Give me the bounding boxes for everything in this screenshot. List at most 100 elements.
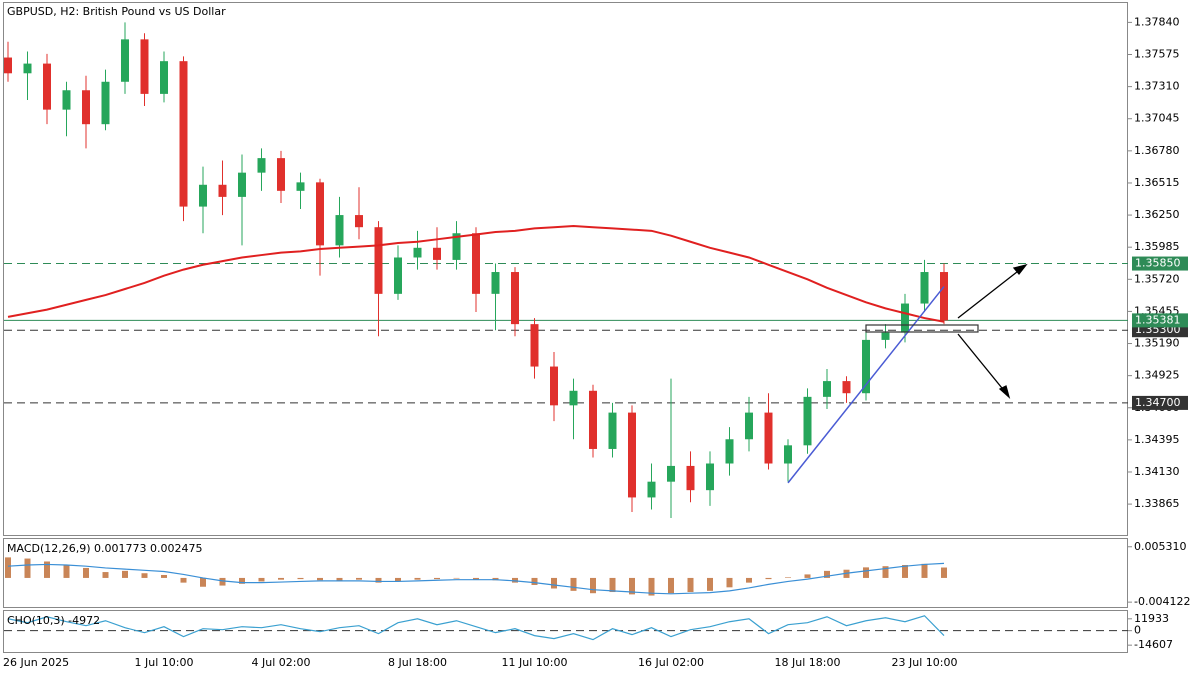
candle-body bbox=[842, 381, 851, 394]
candle-body bbox=[511, 272, 519, 325]
level-label: 1.35850 bbox=[1135, 257, 1181, 270]
macd-bar bbox=[122, 570, 128, 578]
candle-body bbox=[179, 61, 188, 207]
macd-bar bbox=[765, 577, 772, 580]
y-tick-label: 1.37045 bbox=[1134, 112, 1180, 125]
candle-body bbox=[901, 303, 909, 333]
cho-line bbox=[7, 615, 945, 641]
candle-body bbox=[62, 90, 71, 110]
candle-body bbox=[881, 332, 890, 340]
macd-bar bbox=[239, 577, 245, 584]
macd-bar bbox=[590, 577, 596, 594]
macd-bar bbox=[746, 577, 752, 583]
macd-signal bbox=[7, 562, 945, 595]
macd-bar bbox=[902, 565, 908, 578]
y-tick-label: 1.35985 bbox=[1134, 240, 1180, 253]
candle-body bbox=[491, 272, 500, 294]
macd-bar bbox=[863, 567, 869, 578]
x-tick-label: 23 Jul 10:00 bbox=[892, 656, 958, 669]
level-label-box bbox=[1132, 395, 1188, 410]
macd-bar bbox=[921, 563, 928, 578]
candle-body bbox=[920, 272, 929, 304]
x-tick-label: 1 Jul 10:00 bbox=[135, 656, 194, 669]
macd-bar bbox=[707, 577, 713, 591]
macd-bar bbox=[414, 577, 421, 580]
candle-body bbox=[803, 396, 812, 446]
macd-bar bbox=[141, 573, 148, 578]
candle-body bbox=[374, 227, 383, 294]
cho-title: CHO(10,3) -4972 bbox=[7, 614, 100, 627]
trendline bbox=[787, 286, 945, 484]
x-tick-label: 11 Jul 10:00 bbox=[502, 656, 568, 669]
macd-title: MACD(12,26,9) 0.001773 0.002475 bbox=[7, 542, 203, 555]
candle-body bbox=[472, 233, 480, 294]
candle-body bbox=[160, 61, 168, 94]
candle-body bbox=[4, 57, 12, 74]
candle-body bbox=[823, 381, 831, 397]
candle-body bbox=[43, 63, 51, 110]
macd-bar bbox=[297, 577, 304, 580]
x-tick-label: 16 Jul 02:00 bbox=[638, 656, 704, 669]
macd-bar bbox=[941, 567, 947, 578]
current-price-label: 1.35381 bbox=[1135, 313, 1181, 326]
candle-body bbox=[335, 215, 344, 246]
candle-body bbox=[589, 390, 597, 449]
macd-bar bbox=[317, 577, 323, 581]
candle-body bbox=[101, 81, 110, 125]
y-tick-label: 1.37310 bbox=[1134, 80, 1180, 93]
level-label: 1.34700 bbox=[1135, 396, 1181, 409]
y-tick-label: 1.33865 bbox=[1134, 497, 1180, 510]
candle-body bbox=[725, 439, 734, 464]
y-tick-label: 1.35720 bbox=[1134, 272, 1180, 285]
candle-body bbox=[433, 247, 441, 260]
y-tick-label: 1.37575 bbox=[1134, 48, 1180, 61]
x-tick-label: 26 Jun 2025 bbox=[3, 656, 69, 669]
macd-bar bbox=[473, 577, 479, 580]
y-tick-label: 1.36515 bbox=[1134, 176, 1180, 189]
candle-body bbox=[862, 339, 870, 394]
macd-bar bbox=[375, 577, 382, 583]
macd-bar bbox=[882, 566, 889, 578]
candle-body bbox=[23, 63, 32, 74]
candle-body bbox=[667, 465, 675, 482]
macd-bar bbox=[785, 577, 791, 578]
x-tick-label: 18 Jul 18:00 bbox=[775, 656, 841, 669]
chart-title: GBPUSD, H2: British Pound vs US Dollar bbox=[7, 5, 226, 18]
candle-body bbox=[316, 182, 324, 246]
candle-body bbox=[647, 481, 656, 498]
macd-bar bbox=[356, 577, 362, 580]
main-panel bbox=[3, 2, 1128, 536]
arrow-head bbox=[1012, 263, 1028, 276]
macd-bar bbox=[63, 565, 70, 578]
macd-bar bbox=[336, 577, 343, 581]
y-tick-label: 0 bbox=[1134, 624, 1141, 637]
y-tick-label: 1.34925 bbox=[1134, 369, 1180, 382]
candle-body bbox=[745, 412, 753, 440]
macd-bar bbox=[726, 577, 733, 588]
macd-bar bbox=[531, 577, 538, 585]
cho-panel bbox=[3, 610, 1128, 653]
macd-bar bbox=[395, 577, 401, 582]
candle-body bbox=[686, 465, 695, 491]
candle-body bbox=[199, 184, 207, 207]
macd-bar bbox=[434, 577, 440, 580]
macd-bar bbox=[44, 561, 50, 578]
macd-bar bbox=[551, 577, 557, 589]
candle-body bbox=[452, 233, 461, 260]
macd-bar bbox=[219, 577, 226, 586]
candle-body bbox=[121, 39, 129, 82]
y-tick-label: 1.37840 bbox=[1134, 15, 1180, 28]
candle-body bbox=[296, 182, 305, 191]
macd-bar bbox=[804, 574, 811, 578]
macd-bar bbox=[83, 567, 89, 578]
macd-bar bbox=[453, 577, 460, 579]
macd-bar bbox=[102, 572, 109, 578]
macd-bar bbox=[278, 577, 284, 580]
y-tick-label: -0.004122 bbox=[1134, 595, 1190, 608]
macd-bar bbox=[200, 577, 206, 587]
macd-bar bbox=[258, 577, 265, 582]
macd-bar bbox=[824, 570, 830, 578]
x-tick-label: 8 Jul 18:00 bbox=[388, 656, 447, 669]
